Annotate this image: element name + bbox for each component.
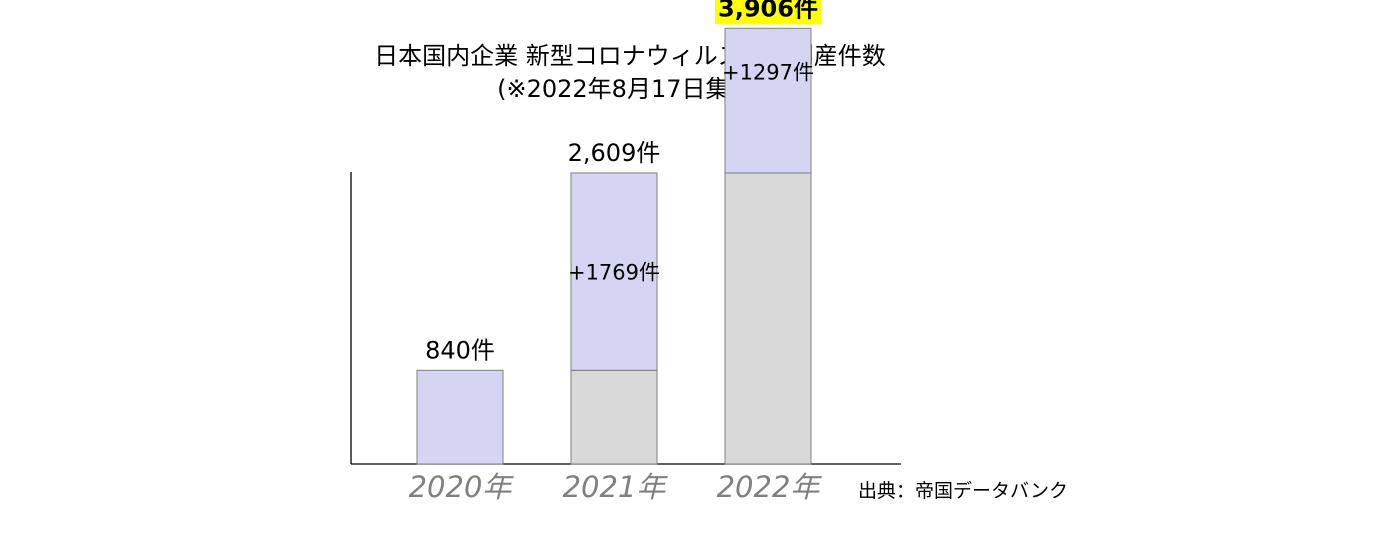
bar-previous-2 bbox=[570, 369, 658, 465]
total-label-highlight bbox=[715, 0, 821, 25]
total-label-3: 3,906件 bbox=[718, 0, 818, 22]
bar-increase-3 bbox=[724, 27, 812, 174]
x-tick-label-2: 2021年 bbox=[563, 470, 669, 504]
total-label-1: 840件 bbox=[425, 336, 495, 364]
increment-label-2: +1769件 bbox=[568, 261, 660, 285]
x-tick-label-3: 2022年 bbox=[717, 470, 823, 504]
source-note: 出典：帝国データバンク bbox=[858, 480, 1068, 502]
chart-subtitle: (※2022年8月17日集計) bbox=[497, 75, 763, 103]
total-label-2: 2,609件 bbox=[568, 139, 661, 167]
bar-increase-1 bbox=[416, 369, 504, 465]
x-tick-label-1: 2020年 bbox=[409, 470, 515, 504]
bar-increase-2 bbox=[570, 172, 658, 371]
increment-label-3: +1297件 bbox=[722, 60, 814, 84]
bar-previous-3 bbox=[724, 172, 812, 465]
